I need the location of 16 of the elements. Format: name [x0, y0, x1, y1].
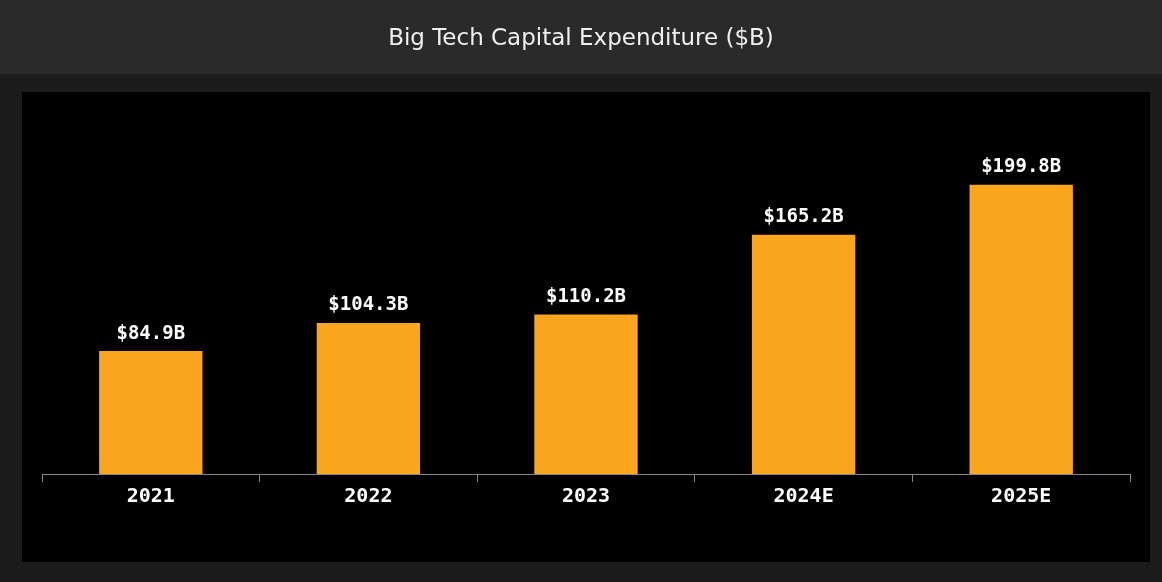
x-tick-label: 2021 — [126, 483, 175, 508]
data-label: $104.3B — [328, 292, 409, 315]
bar — [751, 234, 856, 474]
data-label: $165.2B — [763, 204, 844, 227]
bar — [316, 322, 421, 474]
data-label: $110.2B — [545, 283, 627, 306]
bar — [969, 184, 1073, 474]
chart-title: Big Tech Capital Expenditure ($B) — [0, 0, 1162, 74]
bar — [534, 314, 638, 474]
x-tick-label: 2023 — [561, 483, 611, 508]
bar — [99, 351, 203, 474]
x-tick-label: 2022 — [344, 483, 393, 508]
data-label: $199.8B — [981, 154, 1062, 177]
x-tick-label: 2024E — [773, 483, 834, 508]
data-label: $84.9B — [116, 320, 186, 343]
x-tick-label: 2025E — [991, 483, 1052, 508]
